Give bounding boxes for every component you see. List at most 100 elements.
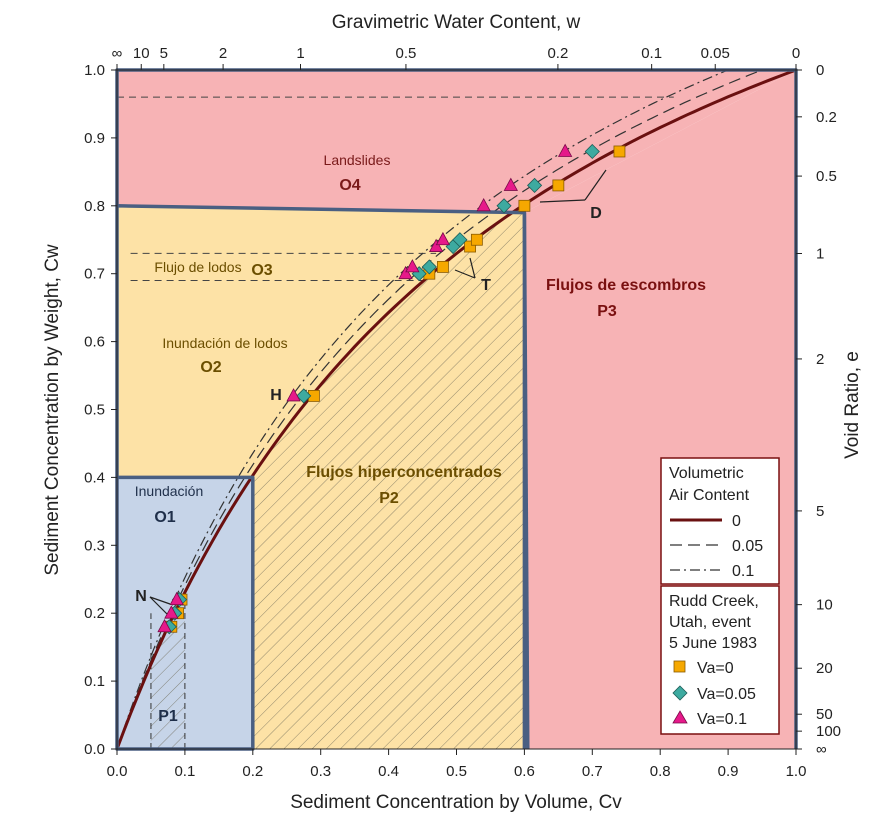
legend-air-content: Volumetric Air Content 0 0.05 0.1 [660,457,780,585]
right-tick-label-4: 2 [816,351,824,368]
x-axis-ticks: 0.0 0.1 0.2 0.3 0.4 0.5 0.6 0.7 0.8 0.9 1.0 [107,749,806,780]
legend-event-entry-0: Va=0 [697,660,734,677]
right-tick-label-6: 10 [816,597,833,614]
region-name-mud-flow: Flujo de lodos [154,259,241,275]
region-code-o3: O3 [251,262,272,279]
point-square-5 [437,261,449,273]
hatch-p2 [252,204,525,749]
top-axis-ticks: ∞ 10 5 2 1 0.5 0.2 0.1 0.05 0 [112,45,800,70]
region-code-p1: P1 [158,708,178,725]
legend-air-title-1: Volumetric [669,465,744,482]
point-square-9 [552,179,565,192]
point-square-6 [464,240,476,253]
right-tick-label-3: 1 [816,246,824,263]
point-triangle-4 [398,265,413,280]
point-label-d: D [590,205,602,222]
region-name-debris-flow: Flujos de escombros [546,277,706,294]
y-tick-label-9: 0.9 [84,130,105,147]
border-p3-left [522,212,530,750]
x-tick-label-5: 0.5 [446,763,467,780]
point-diamond-5 [421,259,437,275]
legend-event-entry-2: Va=0.1 [697,711,747,728]
curve-va-0.1 [117,70,729,749]
legend-square-icon [673,660,686,673]
label-d-group: D [539,169,607,222]
region-code-o1: O1 [154,509,175,526]
reference-lines [117,96,674,281]
point-diamond-9 [527,177,543,193]
right-tick-label-9: 100 [816,723,841,740]
y-tick-label-6: 0.6 [84,334,105,351]
right-axis-title: Void Ratio, e [842,351,863,459]
legend-event-title-1: Rudd Creek, [669,593,759,610]
point-triangle-1 [164,605,179,619]
right-tick-label-5: 5 [816,503,824,520]
legend-event-entry-1: Va=0.05 [697,686,756,703]
region-code-p3: P3 [597,303,617,320]
right-tick-label-8: 50 [816,706,833,723]
point-diamond-3 [296,388,312,404]
curve-layer [117,70,796,749]
point-triangle-2 [169,591,184,606]
right-tick-label-2: 0.5 [816,168,837,185]
top-tick-label-5: 0.5 [396,45,417,62]
right-tick-label-1: 0.2 [816,109,837,126]
top-tick-label-7: 0.1 [641,45,662,62]
right-tick-label-10: ∞ [816,741,827,758]
region-code-p2: P2 [379,490,399,507]
data-points [157,143,626,635]
label-n-group: N [135,588,171,615]
top-axis-title: Gravimetric Water Content, w [332,12,581,33]
point-triangle-5 [405,259,420,273]
x-tick-label-9: 0.9 [718,763,739,780]
region-name-mud-flood: Inundación de lodos [162,335,287,351]
y-tick-label-2: 0.2 [84,605,105,622]
curve-va-0.05 [117,70,763,749]
legend-air-entry-1: 0.05 [732,538,763,555]
top-tick-label-2: 5 [160,45,168,62]
x-tick-label-2: 0.2 [242,763,263,780]
top-tick-label-9: 0 [792,45,800,62]
legend-triangle-icon [672,710,688,724]
y-tick-label-0: 0.0 [84,741,105,758]
legend-event: Rudd Creek, Utah, event 5 June 1983 Va=0… [660,585,780,735]
point-diamond-7 [452,232,468,248]
x-tick-label-8: 0.8 [650,763,671,780]
y-tick-label-5: 0.5 [84,402,105,419]
y-tick-label-3: 0.3 [84,537,105,554]
x-axis-title: Sediment Concentration by Volume, Cv [290,792,622,813]
y-tick-label-7: 0.7 [84,266,105,283]
legend-air-entry-0: 0 [732,513,741,530]
point-triangle-9 [503,177,518,191]
top-tick-label-1: 10 [133,45,150,62]
point-label-n: N [135,588,147,605]
point-square-10 [613,145,626,158]
region-name-landslides: Landslides [324,152,391,168]
y-axis-ticks: 0.0 0.1 0.2 0.3 0.4 0.5 0.6 0.7 0.8 0.9 1.0 [84,62,117,758]
y-axis-title: Sediment Concentration by Weight, Cw [42,244,63,576]
region-name-flood: Inundación [135,483,204,499]
legend-air-title-2: Air Content [669,487,750,504]
point-diamond-10 [584,143,600,160]
point-triangle-3 [286,388,301,402]
x-tick-label-4: 0.4 [378,763,399,780]
top-tick-label-6: 0.2 [547,45,568,62]
point-triangle-10 [557,143,573,157]
region-code-o2: O2 [200,359,221,376]
top-tick-label-8: 0.05 [701,45,730,62]
region-o4 [117,70,796,213]
right-tick-label-0: 0 [816,62,824,79]
point-label-t: T [481,277,491,294]
legend-event-title-2: Utah, event [669,614,751,631]
point-square-8 [518,199,531,212]
x-tick-label-0: 0.0 [107,763,128,780]
x-tick-label-1: 0.1 [174,763,195,780]
y-tick-label-8: 0.8 [84,198,105,215]
legend-air-entry-2: 0.1 [732,563,754,580]
point-triangle-8 [476,197,491,212]
point-label-h: H [270,387,282,404]
point-triangle-0 [157,618,172,633]
y-tick-label-10: 1.0 [84,62,105,79]
top-tick-label-4: 1 [296,45,304,62]
